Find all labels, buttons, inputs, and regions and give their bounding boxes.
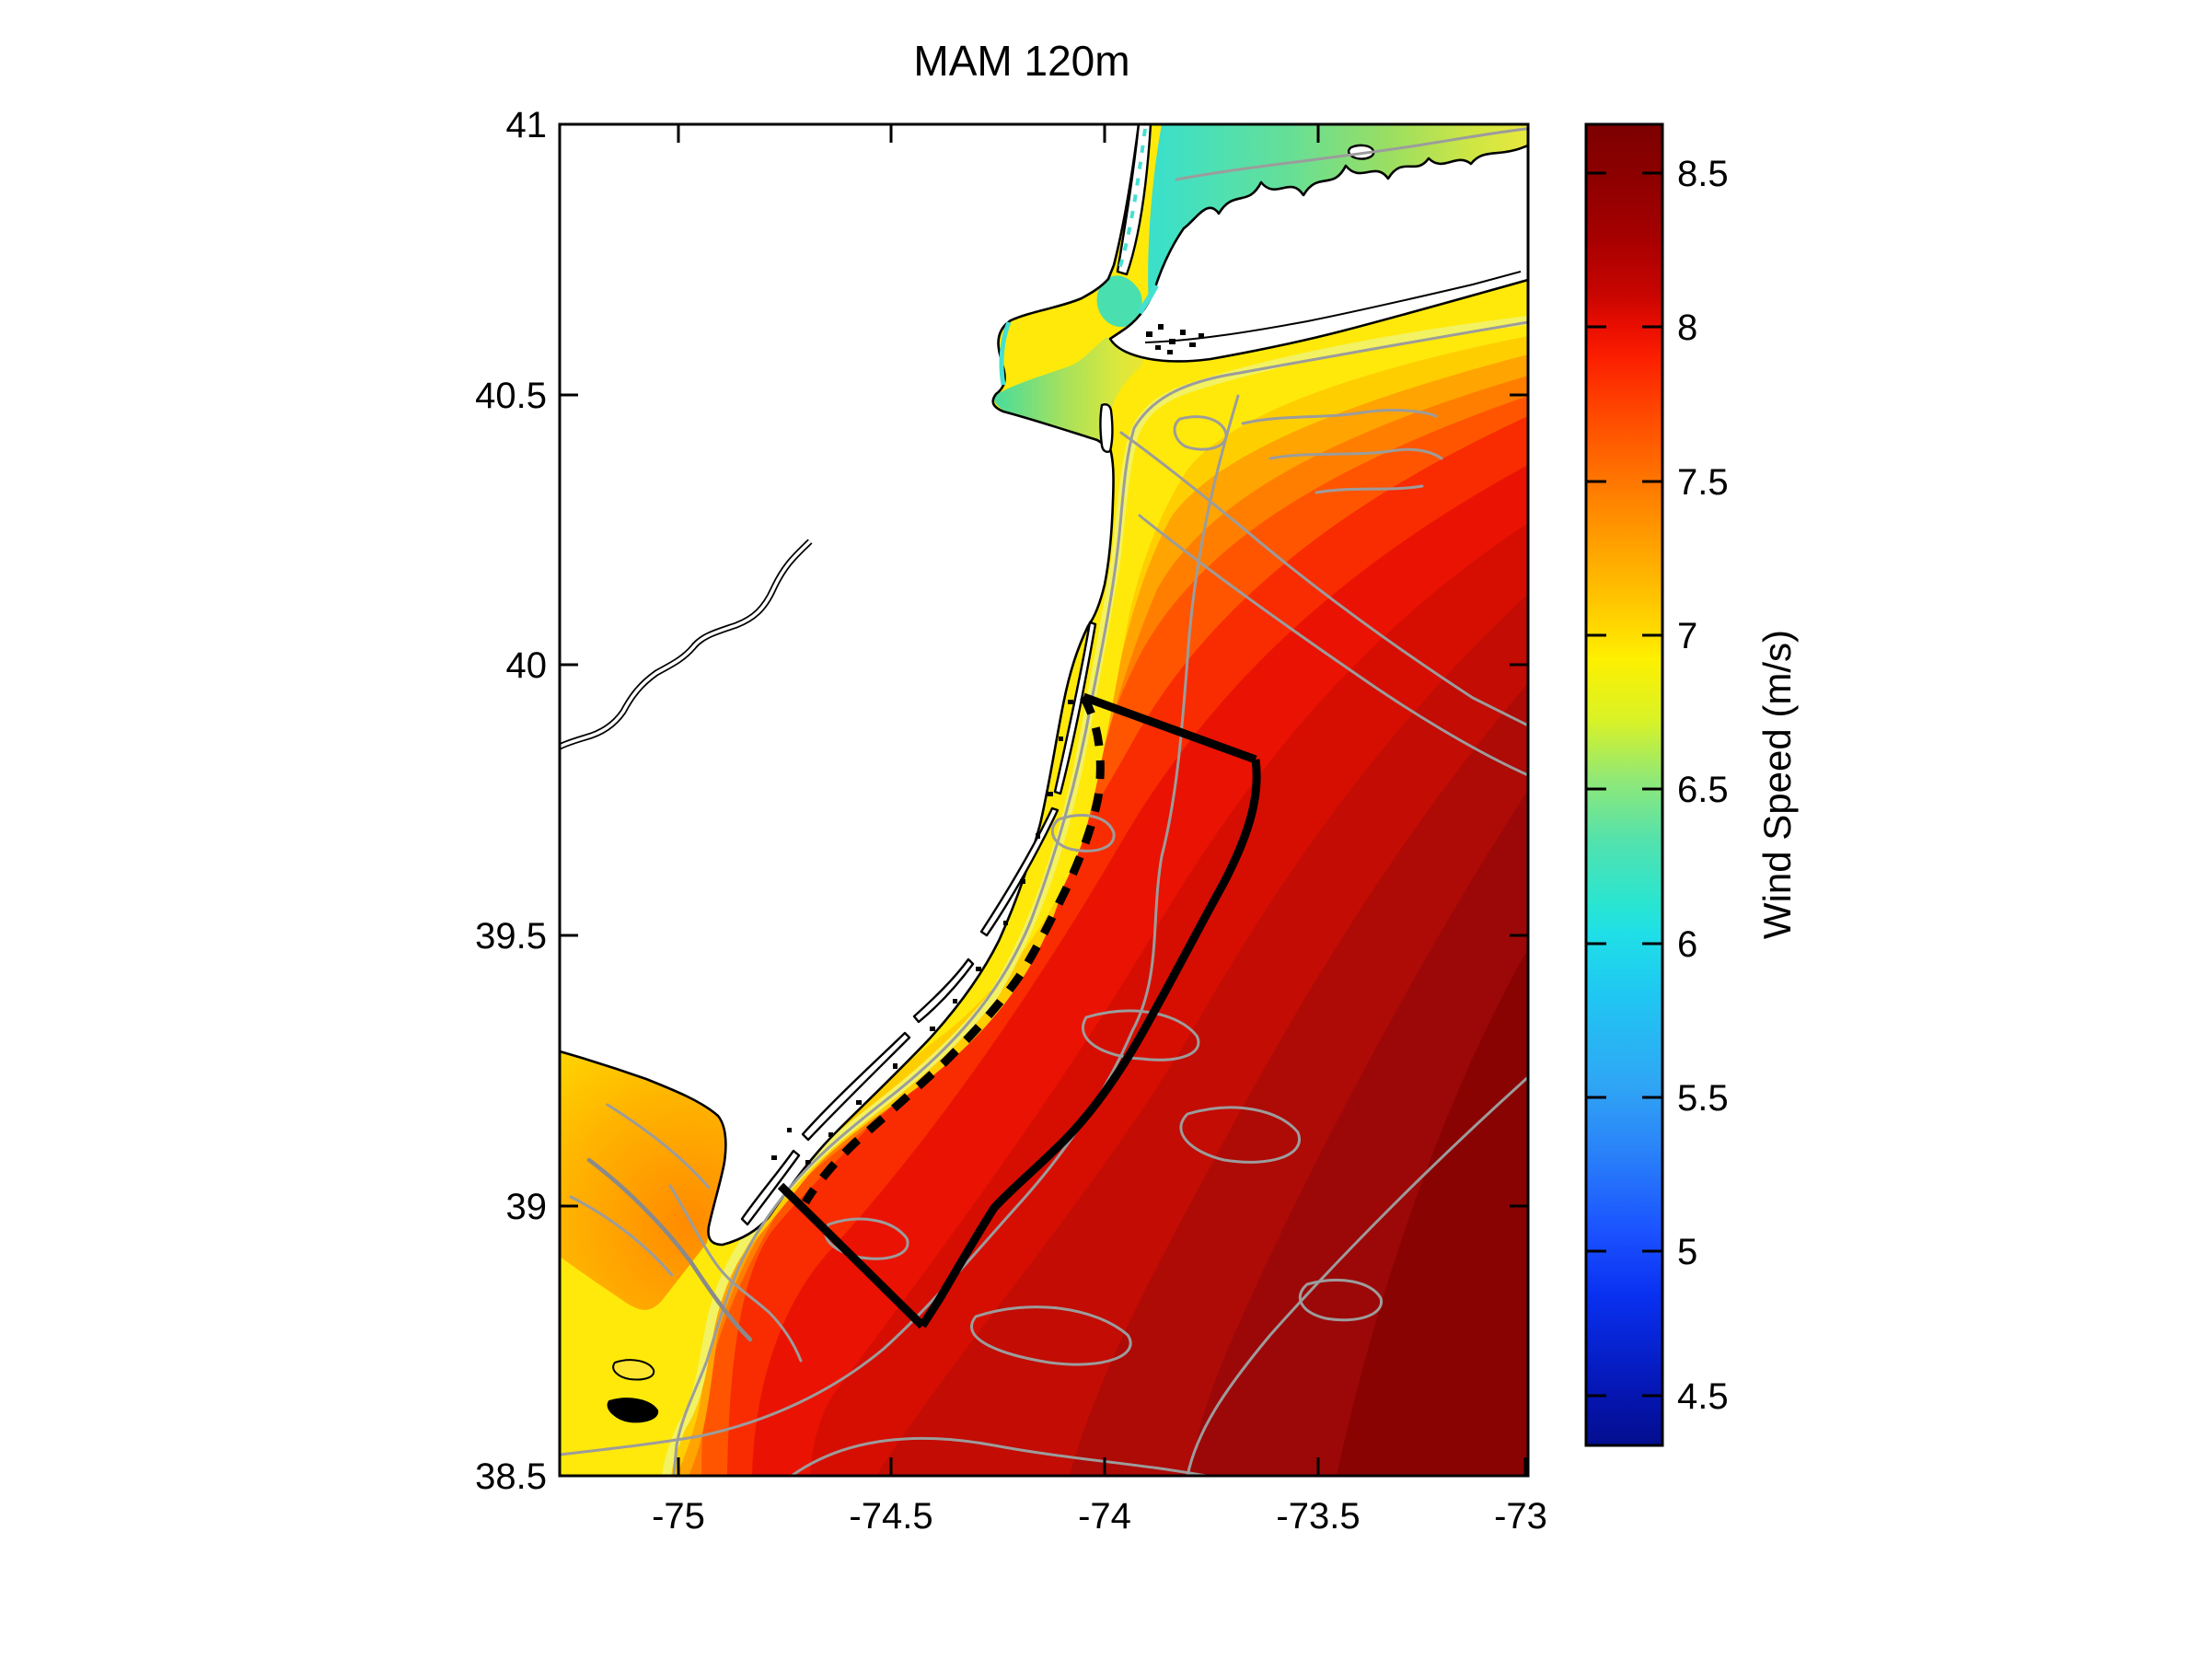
cb-tick-8: 8 xyxy=(1677,307,1697,348)
hudson-river-water xyxy=(1118,128,1147,270)
colorbar-tick-labels: 8.5 8 7.5 7 6.5 6 5.5 5 4.5 xyxy=(1677,154,1729,1417)
colorbar-axis-label: Wind Speed (m/s) xyxy=(1755,630,1799,939)
shoal-loop-2 xyxy=(1179,1106,1302,1164)
cb-tick-5p5: 5.5 xyxy=(1677,1078,1729,1119)
isobath-hudson-valley-south xyxy=(1138,514,1528,777)
shoal-loop-1 xyxy=(1082,1009,1200,1062)
nj-mainland-landmass xyxy=(560,124,1141,1247)
axis-ticks xyxy=(560,124,1528,1476)
x-tick-m73p5: -73.5 xyxy=(1276,1496,1360,1537)
x-tick-m74: -74 xyxy=(1078,1496,1131,1537)
barrier-island-barnegat xyxy=(1053,621,1097,795)
y-tick-38p5: 38.5 xyxy=(475,1456,547,1497)
x-tick-m75: -75 xyxy=(652,1496,705,1537)
sandy-hook-spit xyxy=(1099,403,1114,453)
isobath-bay-channel xyxy=(586,1157,753,1342)
x-tick-m73: -73 xyxy=(1494,1496,1547,1537)
li-shoal-wiggle-2 xyxy=(1268,447,1443,460)
axes-frame xyxy=(558,122,1530,1478)
y-tick-39p5: 39.5 xyxy=(475,916,547,957)
cb-tick-6p5: 6.5 xyxy=(1677,770,1729,810)
cb-tick-4p5: 4.5 xyxy=(1677,1376,1729,1417)
shoal-loop-3 xyxy=(970,1305,1132,1366)
cb-tick-5: 5 xyxy=(1677,1232,1697,1272)
indian-river-bay-lagoon xyxy=(607,1398,659,1423)
y-tick-39: 39 xyxy=(506,1187,548,1227)
cb-tick-7p5: 7.5 xyxy=(1677,462,1729,503)
isobath-outer-shelf xyxy=(1186,1075,1528,1476)
isobath-hudson-valley-north xyxy=(1119,431,1528,727)
cb-tick-6: 6 xyxy=(1677,924,1697,965)
barrier-island-lbi xyxy=(979,806,1060,937)
isobath-bay-3 xyxy=(606,1103,711,1189)
delaware-bay-water xyxy=(560,1050,726,1310)
east-river-water xyxy=(1137,284,1159,315)
plot-area xyxy=(560,124,1528,1476)
shoal-loop-6 xyxy=(1050,814,1116,853)
y-tick-41: 41 xyxy=(506,105,548,145)
isobath-nearshore xyxy=(672,320,1528,1476)
cb-tick-8p5: 8.5 xyxy=(1677,154,1729,194)
colorbar: 8.5 8 7.5 7 6.5 6 5.5 5 4.5 Wind Speed (… xyxy=(1584,122,1799,1447)
isobath-bottom xyxy=(790,1436,1208,1476)
wea-east-edge xyxy=(919,759,1261,1328)
arthur-kill-water xyxy=(999,321,1012,386)
li-shoal-wiggle-1 xyxy=(1241,408,1438,425)
colorbar-frame xyxy=(1584,122,1664,1447)
x-axis-labels: -75 -74.5 -74 -73.5 -73 xyxy=(652,1496,1547,1537)
barrier-island-ocean-city xyxy=(801,1031,911,1142)
barrier-island-atlantic-city xyxy=(912,957,975,1024)
delaware-river-water xyxy=(560,539,812,748)
li-shoal-wiggle-3 xyxy=(1314,484,1424,494)
isobath-capemay-hook xyxy=(668,1184,803,1363)
wind-energy-area-outline xyxy=(777,692,1261,1329)
isobath-bay-2 xyxy=(569,1195,674,1277)
long-island-landmass xyxy=(1108,144,1528,363)
y-tick-40p5: 40.5 xyxy=(475,376,547,416)
plot-title: MAM 120m xyxy=(913,37,1129,85)
isobath-sound xyxy=(1175,127,1528,181)
y-axis-labels: 41 40.5 40 39.5 39 38.5 xyxy=(475,105,547,1497)
mud-dump-loop xyxy=(1173,415,1228,451)
long-island-lagoon-inner-shore xyxy=(1144,271,1522,343)
rehoboth-bay-lagoon xyxy=(612,1359,655,1381)
wea-west-edge-dashed xyxy=(802,694,1105,1205)
barrier-island-wildwood xyxy=(740,1149,801,1226)
wea-north-edge xyxy=(1082,692,1257,764)
x-tick-m74p5: -74.5 xyxy=(849,1496,932,1537)
cb-tick-7: 7 xyxy=(1677,616,1697,656)
bathymetry-contours xyxy=(560,127,1528,1476)
colorbar-gradient xyxy=(1586,124,1662,1445)
shoal-loop-5 xyxy=(824,1217,909,1260)
upper-bay-water xyxy=(1096,275,1142,328)
shoal-loop-4 xyxy=(1298,1278,1383,1322)
colorbar-ticks xyxy=(1586,171,1662,1398)
wea-south-edge xyxy=(777,1182,926,1329)
y-tick-40: 40 xyxy=(506,645,548,686)
